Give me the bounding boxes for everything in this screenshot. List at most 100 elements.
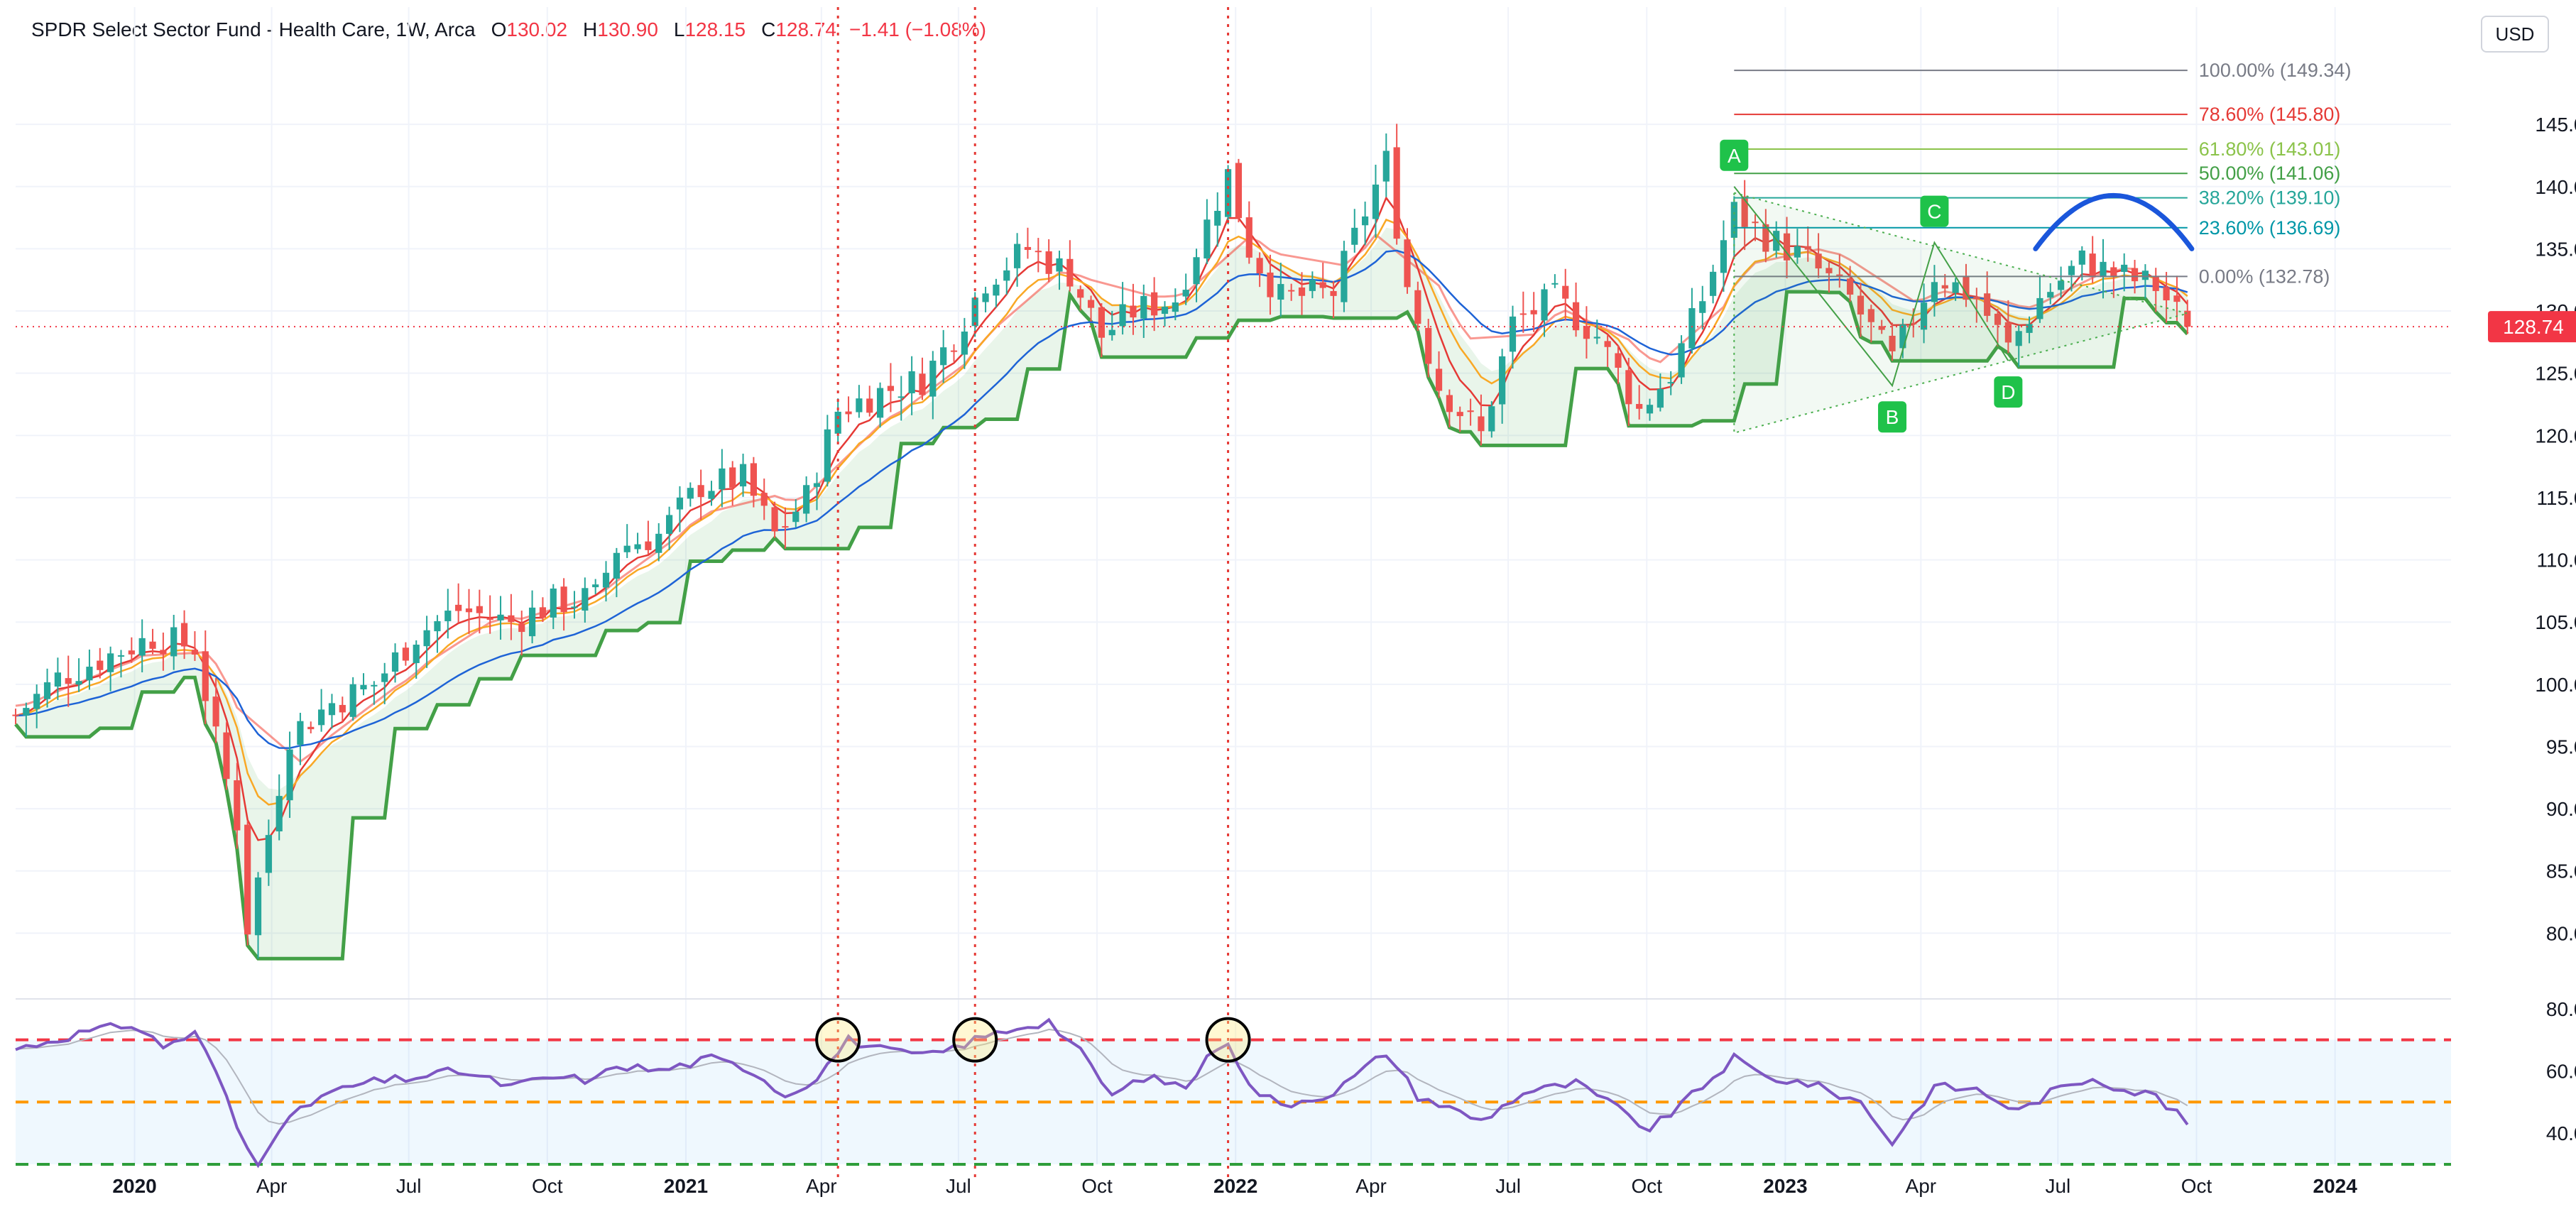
candle-body <box>1720 240 1728 273</box>
candle-body <box>1056 258 1063 272</box>
candle-body <box>1847 278 1854 295</box>
candle-body <box>286 749 293 801</box>
candle-body <box>1425 327 1432 364</box>
fib-level-label: 23.60% (136.69) <box>2199 217 2341 239</box>
candle-body <box>866 398 873 413</box>
candle-body <box>1752 222 1759 224</box>
candle-body <box>2173 295 2181 302</box>
time-tick-label: 2021 <box>664 1175 708 1197</box>
candle-body <box>1499 356 1506 405</box>
high-label: H <box>583 18 598 40</box>
price-tick-label: 100.00 <box>2535 674 2576 696</box>
candle-body <box>1678 343 1685 378</box>
high-value: 130.90 <box>597 18 658 40</box>
candle-body <box>1551 283 1559 285</box>
candle-body <box>2131 268 2139 282</box>
candle-body <box>1087 300 1095 308</box>
time-tick-label: Jul <box>396 1175 422 1197</box>
candle-body <box>1330 290 1337 296</box>
candle-body <box>434 621 441 632</box>
low-label: L <box>673 18 685 40</box>
candle-body <box>1973 297 1980 300</box>
abcd-label-d: D <box>2001 381 2015 403</box>
candle-body <box>1077 289 1084 298</box>
candle-body <box>1815 253 1822 269</box>
time-tick-label: 2022 <box>1213 1175 1257 1197</box>
candle-body <box>1741 196 1748 227</box>
candle-body <box>1309 279 1316 291</box>
candle-body <box>223 732 230 780</box>
candle-body <box>1910 322 1917 324</box>
candle-body <box>550 588 557 618</box>
support-cloud-fill <box>16 227 2188 959</box>
candle-body <box>518 623 525 633</box>
candle-body <box>1224 169 1232 217</box>
candle-body <box>1098 307 1105 338</box>
candle-body <box>244 824 251 935</box>
candle-body <box>12 714 19 716</box>
candle-body <box>782 526 789 528</box>
price-tick-label: 105.00 <box>2535 611 2576 633</box>
candle-body <box>708 491 715 499</box>
price-tick-label: 145.00 <box>2535 114 2576 136</box>
candle-body <box>1319 282 1326 288</box>
close-value: 128.74 <box>775 18 836 40</box>
candle-body <box>1066 258 1074 287</box>
candle-body <box>180 623 188 647</box>
rsi-marker-circle <box>815 1017 861 1063</box>
candle-body <box>560 586 567 613</box>
time-tick-label: Oct <box>532 1175 563 1197</box>
candle-body <box>1204 219 1211 259</box>
candle-body <box>982 293 989 302</box>
candle-body <box>2110 267 2117 276</box>
candle-body <box>328 703 336 716</box>
candle-body <box>170 627 178 657</box>
candle-body <box>43 682 51 699</box>
candle-body <box>876 388 884 418</box>
candle-body <box>1994 313 2002 325</box>
candle-body <box>971 297 978 327</box>
candle-body <box>413 645 420 663</box>
candle-body <box>1562 285 1569 299</box>
candle-body <box>1151 292 1158 316</box>
candle-body <box>444 611 452 621</box>
candle-body <box>360 684 367 689</box>
candle-body <box>2121 264 2128 272</box>
candle-body <box>803 485 810 514</box>
candle-body <box>1362 216 1369 226</box>
time-tick-label: Oct <box>1081 1175 1113 1197</box>
candle-body <box>571 606 578 608</box>
candle-body <box>2036 297 2043 319</box>
candle-body <box>1530 310 1537 315</box>
candle-body <box>908 371 915 393</box>
candle-body <box>455 604 462 611</box>
chart-legend-header: SPDR Select Sector Fund - Health Care, 1… <box>31 18 986 41</box>
candle-body <box>1636 404 1643 409</box>
candle-body <box>1119 304 1126 327</box>
candle-body <box>582 588 589 611</box>
time-tick-label: 2023 <box>1763 1175 1807 1197</box>
candle-body <box>423 630 430 647</box>
candle-body <box>318 709 325 726</box>
price-tick-label: 140.00 <box>2535 176 2576 198</box>
candle-body <box>1414 290 1421 324</box>
candle-body <box>1351 227 1358 245</box>
candle-body <box>371 684 378 687</box>
candle-body <box>602 572 610 588</box>
candle-body <box>2058 280 2065 290</box>
rsi-tick-label: 80.00 <box>2546 998 2576 1020</box>
candle-body <box>75 681 82 685</box>
candle-body <box>97 660 104 670</box>
candle-body <box>476 606 483 613</box>
currency-button[interactable]: USD <box>2481 16 2549 53</box>
candle-body <box>1456 412 1463 417</box>
candle-body <box>1625 370 1632 405</box>
candle-body <box>845 411 852 415</box>
candle-body <box>1984 293 1991 316</box>
price-tick-label: 120.00 <box>2535 425 2576 447</box>
candle-body <box>1478 416 1485 432</box>
candle-body <box>86 667 93 681</box>
candle-body <box>834 411 841 434</box>
candle-body <box>1657 388 1664 408</box>
